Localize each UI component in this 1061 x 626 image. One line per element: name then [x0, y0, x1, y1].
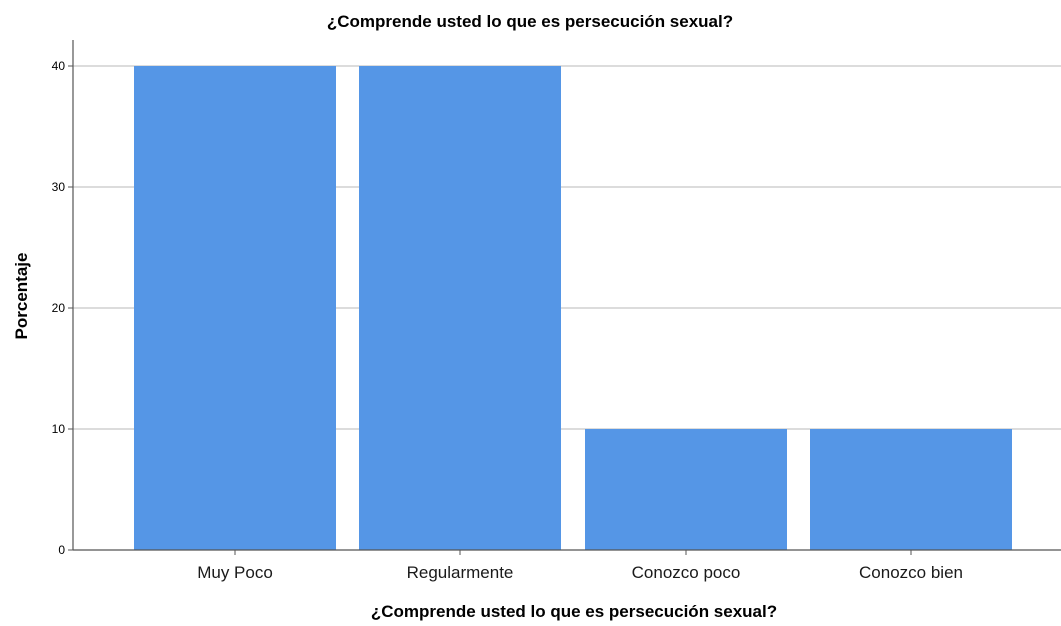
y-tick-label: 0 — [58, 543, 65, 557]
x-axis-label: ¿Comprende usted lo que es persecución s… — [371, 602, 777, 621]
bar-regularmente — [359, 66, 561, 550]
bar-conozco-bien — [810, 429, 1012, 550]
x-tick-label: Conozco bien — [859, 563, 963, 582]
x-tick-label: Regularmente — [407, 563, 514, 582]
y-tick-label: 30 — [52, 180, 66, 194]
bar-muy-poco — [134, 66, 336, 550]
bar-conozco-poco — [585, 429, 787, 550]
chart-title: ¿Comprende usted lo que es persecución s… — [327, 12, 733, 31]
axes — [72, 40, 1061, 551]
bars — [134, 66, 1012, 550]
x-axis-ticks: Muy Poco Regularmente Conozco poco Conozco … — [197, 550, 963, 582]
y-tick-label: 10 — [52, 422, 66, 436]
x-tick-label: Conozco poco — [632, 563, 741, 582]
y-tick-label: 40 — [52, 59, 66, 73]
y-axis-label: Porcentaje — [12, 253, 31, 340]
x-tick-label: Muy Poco — [197, 563, 273, 582]
y-tick-label: 20 — [52, 301, 66, 315]
y-axis-ticks: 0 10 20 30 40 — [52, 59, 73, 557]
